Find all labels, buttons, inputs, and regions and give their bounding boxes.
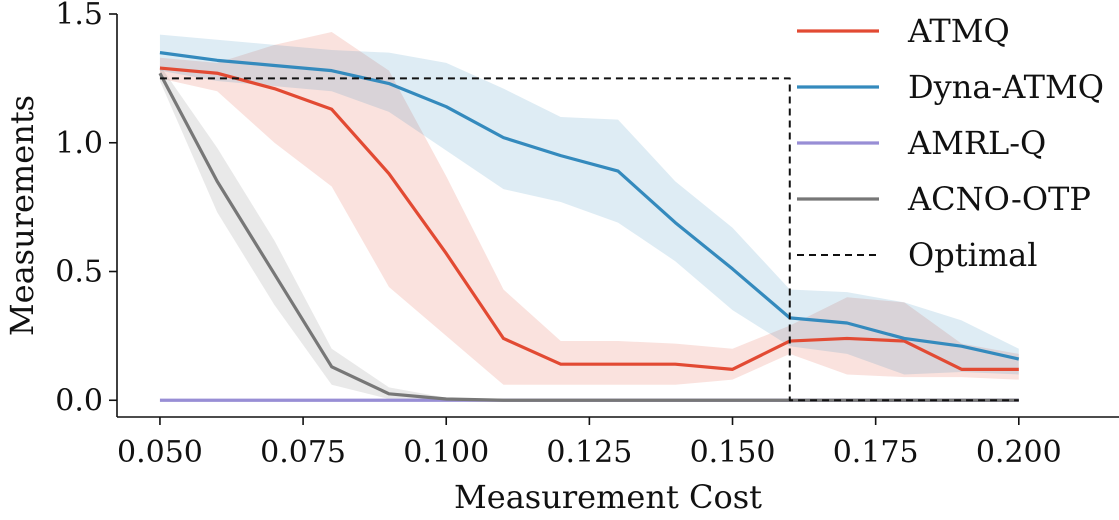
legend-label-dyna-atmq: Dyna-ATMQ xyxy=(908,68,1104,106)
series-line-dyna-atmq xyxy=(159,51,1020,361)
x-tick-label: 0.200 xyxy=(976,435,1062,470)
confidence-bands xyxy=(159,32,1019,401)
legend-label-optimal: Optimal xyxy=(908,236,1037,274)
x-tick-label: 0.100 xyxy=(403,435,489,470)
legend-label-atmq: ATMQ xyxy=(907,12,1010,50)
legend-label-amrl-q: AMRL-Q xyxy=(907,124,1046,162)
x-tick-label: 0.125 xyxy=(546,435,632,470)
y-ticks: 0.0 0.5 1.0 1.5 xyxy=(55,0,117,418)
y-tick-label: 1.0 xyxy=(55,126,103,161)
y-axis-title: Measurements xyxy=(3,95,41,336)
axes: 0.050 0.075 0.100 0.125 0.150 0.175 0.200 0.00… xyxy=(55,0,1119,470)
legend: ATMQ Dyna-ATMQ AMRL-Q ACNO-OTP Optimal xyxy=(797,12,1104,274)
series-line-atmq xyxy=(159,66,1019,371)
y-tick-label: 0.5 xyxy=(55,255,103,290)
x-tick-label: 0.150 xyxy=(690,435,776,470)
x-ticks: 0.050 0.075 0.100 0.125 0.150 0.175 0.200 xyxy=(117,417,1062,470)
band-dyna-atmq xyxy=(159,34,1019,375)
x-tick-label: 0.175 xyxy=(833,435,919,470)
legend-label-acno-otp: ACNO-OTP xyxy=(907,180,1091,218)
y-tick-label: 1.5 xyxy=(55,0,103,32)
x-tick-label: 0.075 xyxy=(260,435,346,470)
series-lines xyxy=(158,51,1020,402)
series-line-optimal xyxy=(159,77,1019,402)
x-axis-title: Measurement Cost xyxy=(454,478,762,516)
band-atmq xyxy=(159,32,1019,385)
x-tick-label: 0.050 xyxy=(117,435,203,470)
y-tick-label: 0.0 xyxy=(55,383,103,418)
